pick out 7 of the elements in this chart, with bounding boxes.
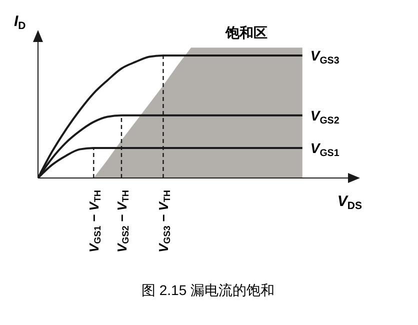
series-label: V$_{GS2}$ [310,107,340,126]
series-label: V$_{GS3}$ [310,47,340,66]
x-axis-title: V$_{DS}$ [337,193,362,212]
text: 饱和区 [224,24,268,41]
text: 图 2.15 漏电流的饱和 [140,282,276,300]
series-label: V$_{GS1}$ [310,140,340,159]
y-axis-title: I$_{D}$ [14,13,26,32]
